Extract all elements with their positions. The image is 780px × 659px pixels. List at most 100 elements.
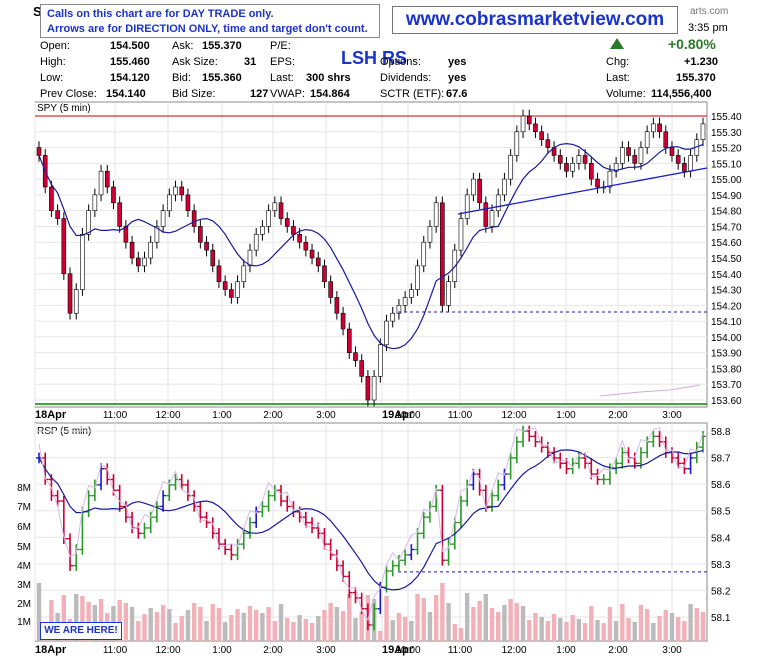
volume-bar	[663, 610, 668, 641]
volume-bar	[359, 612, 364, 641]
volume-bar	[582, 623, 588, 641]
volume-bar	[316, 616, 321, 641]
website-banner[interactable]: www.cobrasmarketview.com	[392, 6, 678, 34]
volume-bar	[483, 594, 489, 641]
volume-bar	[682, 621, 687, 641]
volume-bar	[433, 595, 439, 641]
spy-x-tick: 11:00	[103, 410, 128, 421]
spy-trendline	[457, 167, 708, 215]
volume-bar	[669, 613, 675, 641]
spy-candle-body	[446, 281, 451, 306]
spy-candle-body	[638, 147, 644, 164]
volume-bar	[229, 615, 234, 641]
volume-bar	[564, 622, 569, 641]
spy-candle-body	[204, 241, 209, 251]
spy-panel-frame	[34, 101, 708, 408]
volume-bar	[247, 606, 253, 641]
volume-bar	[117, 600, 122, 641]
volume-bar	[185, 610, 191, 641]
volume-bar	[272, 621, 278, 641]
volume-bar	[328, 603, 333, 641]
volume-bar	[502, 605, 507, 641]
volume-bar	[421, 598, 426, 641]
volume-bar	[613, 621, 619, 641]
spy-candle-body	[111, 186, 116, 204]
spy-candle-body	[340, 312, 346, 330]
spy-panel-title: SPY (5 min)	[37, 103, 91, 114]
spy-y-tick: 154.40	[711, 270, 742, 281]
last-label: Last:	[270, 72, 294, 84]
volume-bar	[694, 608, 699, 641]
rsp-x-tick: 19Apr	[382, 644, 414, 656]
spy-candle-body	[613, 163, 619, 172]
volume-bar	[464, 593, 470, 641]
spy-candle-body	[365, 376, 371, 401]
spy-candle-body	[291, 226, 296, 235]
asksize-value: 31	[244, 56, 257, 68]
volume-bar	[142, 614, 147, 641]
spy-candle-body	[284, 218, 290, 227]
volume-bar	[651, 623, 656, 641]
spy-candle-body	[148, 241, 154, 259]
change-percent: +0.80%	[668, 36, 716, 52]
spy-candle-body	[353, 352, 358, 361]
spy-candle-body	[464, 194, 470, 219]
volume-bar	[198, 607, 203, 641]
notice-line-1: Calls on this chart are for DAY TRADE on…	[47, 8, 274, 20]
volume-bar	[427, 612, 433, 641]
volume-bar	[452, 624, 457, 641]
spy-candle-body	[384, 320, 389, 346]
notice-box: Calls on this chart are for DAY TRADE on…	[40, 4, 380, 38]
volume-bar	[446, 603, 451, 641]
spy-candle-body	[328, 281, 333, 298]
volume-bar	[266, 607, 271, 641]
volume-bar	[632, 622, 637, 641]
spy-candle-body	[557, 155, 563, 164]
low-value: 154.120	[110, 72, 150, 84]
spy-candle-body	[322, 265, 327, 282]
volume-bar	[154, 612, 160, 641]
volume-bar	[334, 607, 340, 641]
spy-x-tick: 19Apr	[382, 409, 414, 421]
spy-candle-body	[545, 139, 551, 148]
spy-candle-body	[570, 163, 575, 172]
spy-candle-body	[390, 312, 396, 322]
overlay-symbol: LSH RS	[341, 48, 408, 68]
spy-candle-body	[483, 202, 489, 227]
spy-candle-body	[142, 257, 147, 267]
volume-bar	[657, 616, 662, 641]
volume-bar	[520, 606, 526, 641]
spy-y-tick: 154.10	[711, 317, 742, 328]
spy-candle-body	[644, 131, 650, 148]
rsp-y-tick: 58.3	[711, 560, 731, 571]
spy-candle-body	[229, 289, 234, 298]
volume-bar	[74, 594, 79, 641]
volume-bar	[458, 628, 464, 641]
spy-candle-body	[36, 147, 42, 156]
volume-bar	[390, 620, 395, 641]
volume-bar	[86, 602, 91, 641]
vwap-label: VWAP:	[270, 88, 306, 100]
volume-bar	[36, 583, 42, 641]
rsp-faint-overlay	[38, 427, 704, 622]
spy-candle-body	[564, 163, 569, 172]
volume-bar	[353, 618, 358, 641]
volume-bar	[589, 606, 594, 641]
spy-candle-body	[607, 170, 613, 188]
spy-faint-overlay	[599, 384, 701, 397]
volume-tick: 8M	[17, 483, 31, 494]
spy-candle-body	[458, 218, 464, 251]
spy-candle-body	[359, 360, 364, 377]
volume-bar	[322, 610, 327, 641]
chg-label: Chg:	[606, 56, 630, 68]
bid-label: Bid:	[172, 72, 191, 84]
spy-candle-body	[92, 194, 98, 211]
volume-bar	[241, 613, 246, 641]
rsp-y-tick: 58.2	[711, 586, 731, 597]
volume-bar	[297, 615, 302, 641]
open-value: 154.500	[110, 40, 150, 52]
volume-bar	[539, 617, 544, 641]
last-price-value: 155.370	[676, 72, 716, 84]
spy-candle-body	[508, 155, 513, 180]
